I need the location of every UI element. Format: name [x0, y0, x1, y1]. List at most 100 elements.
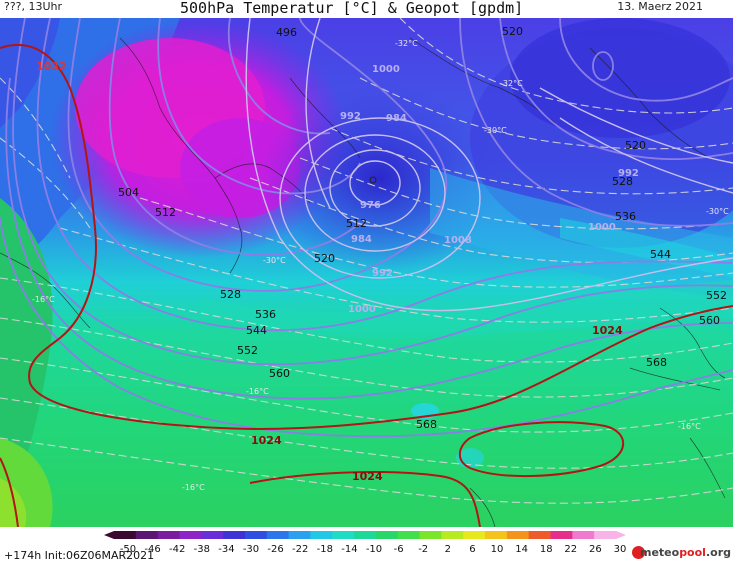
pressure-labels: 1000 1000 1000 992 992 984 976 992 1008 …: [340, 64, 639, 315]
footer-bar: -50 -46 -42 -38 -34 -30 -26 -22 -18 -14 -10 -6 -2 2 6 1…: [0, 527, 733, 566]
temp-label: -32°C: [500, 79, 523, 88]
temp-label: -16°C: [246, 387, 269, 396]
legend-swatch: [266, 531, 290, 539]
legend-swatch: [354, 531, 377, 539]
legend-tick-label: -6: [394, 544, 404, 555]
legend-tick-label: 18: [540, 544, 553, 555]
geopot-label: 552: [237, 344, 258, 357]
legend-tick-label: 6: [469, 544, 475, 555]
temperature-isotherms: [0, 18, 733, 504]
legend-max-arrow: [616, 531, 626, 539]
slp-label: 1024: [251, 434, 282, 447]
legend-tick-label: -18: [317, 544, 333, 555]
legend-swatch: [572, 531, 595, 539]
geopot-label: 528: [220, 288, 241, 301]
legend-tick-label: -38: [194, 544, 210, 555]
geopot-label: 560: [269, 367, 290, 380]
geopot-label: 512: [155, 206, 176, 219]
pressure-label: 984: [351, 234, 372, 245]
legend-tick-label: -30: [243, 544, 259, 555]
geopot-label: 520: [314, 252, 335, 265]
temperature-color-legend: -50 -46 -42 -38 -34 -30 -26 -22 -18 -14 -10 -6 -2 2 6 1…: [104, 531, 627, 555]
pressure-label: 992: [372, 268, 393, 279]
geopot-label: 552: [706, 289, 727, 302]
logo-accent: pool: [679, 546, 706, 559]
slp-label: 1024: [592, 324, 623, 337]
legend-tick-label: -14: [341, 544, 357, 555]
legend-swatch: [419, 531, 442, 539]
geopotential-contours: [0, 18, 733, 438]
geopot-label: 504: [118, 186, 139, 199]
geopot-label: 544: [246, 324, 267, 337]
geopot-label: 528: [612, 175, 633, 188]
legend-swatches: [104, 531, 626, 539]
geopot-label: 520: [502, 25, 523, 38]
geopot-label: 536: [255, 308, 276, 321]
legend-swatch: [594, 531, 617, 539]
legend-swatch: [375, 531, 399, 539]
legend-tick-label: 10: [491, 544, 504, 555]
legend-swatch: [506, 531, 530, 539]
slp-high-isobars: [0, 43, 733, 527]
legend-tick-label: -42: [169, 544, 185, 555]
legend-tick-label: -26: [267, 544, 283, 555]
pressure-label: 992: [340, 111, 361, 122]
legend-swatch: [114, 531, 137, 539]
header-bar: ???, 13Uhr 500hPa Temperatur [°C] & Geop…: [0, 0, 733, 18]
temp-label: -30°C: [706, 207, 729, 216]
pressure-label: 1000: [348, 304, 376, 315]
legend-swatch: [550, 531, 573, 539]
temp-label: -30°C: [263, 256, 286, 265]
legend-tick-label: 22: [564, 544, 577, 555]
weather-map: 496 504 512 512 520 520 520 528 528 536 …: [0, 18, 733, 527]
temp-label: -16°C: [32, 295, 55, 304]
pressure-label: 1000: [372, 64, 400, 75]
slp-label: 1024: [352, 470, 383, 483]
pressure-label: 1000: [588, 222, 616, 233]
legend-swatch: [179, 531, 202, 539]
legend-tick-label: 30: [614, 544, 627, 555]
legend-tick-label: 26: [589, 544, 602, 555]
legend-swatch: [463, 531, 486, 539]
temp-label: -30°C: [484, 126, 507, 135]
legend-tick-label: 2: [445, 544, 451, 555]
map-title: 500hPa Temperatur [°C] & Geopot [gpdm]: [180, 0, 524, 17]
legend-swatch: [288, 531, 311, 539]
temperature-labels: -32°C -32°C -30°C -30°C -30°C -16°C -16°…: [32, 39, 729, 492]
temp-label: -16°C: [182, 483, 205, 492]
legend-min-arrow: [104, 531, 114, 539]
meteopool-logo[interactable]: meteopool.org: [640, 546, 731, 559]
temp-label: -16°C: [678, 422, 701, 431]
legend-tick-label: -34: [218, 544, 234, 555]
pressure-label: 984: [386, 113, 407, 124]
legend-swatch: [528, 531, 552, 539]
pressure-label: 1008: [444, 235, 472, 246]
logo-main: meteo: [639, 546, 680, 559]
legend-swatch: [310, 531, 333, 539]
legend-swatch: [397, 531, 421, 539]
geopot-label: 568: [646, 356, 667, 369]
legend-tick-labels: -50 -46 -42 -38 -34 -30 -26 -22 -18 -14 -10 -6 -2 2 6 1…: [120, 544, 627, 555]
legend-swatch: [201, 531, 224, 539]
pressure-label: 992: [618, 168, 639, 179]
geopot-label: 496: [276, 26, 297, 39]
geopot-labels: 496 504 512 512 520 520 520 528 528 536 …: [118, 25, 727, 431]
legend-tick-label: 14: [515, 544, 528, 555]
legend-swatch: [157, 531, 180, 539]
meteopool-logo-icon: [632, 546, 645, 559]
logo-tld: .org: [705, 546, 731, 559]
legend-swatch: [244, 531, 268, 539]
legend-tick-label: -10: [366, 544, 382, 555]
geopot-label: 544: [650, 248, 671, 261]
legend-swatch: [332, 531, 355, 539]
geopot-label: 568: [416, 418, 437, 431]
geopot-label: 520: [625, 139, 646, 152]
low-center-marker: [369, 176, 377, 184]
legend-swatch: [441, 531, 464, 539]
valid-day-label: ???, 13Uhr: [4, 0, 63, 13]
legend-tick-label: -50: [120, 544, 136, 555]
geopot-label: 560: [699, 314, 720, 327]
temperature-fill: [0, 18, 733, 527]
temp-label: -32°C: [395, 39, 418, 48]
legend-swatch: [223, 531, 246, 539]
